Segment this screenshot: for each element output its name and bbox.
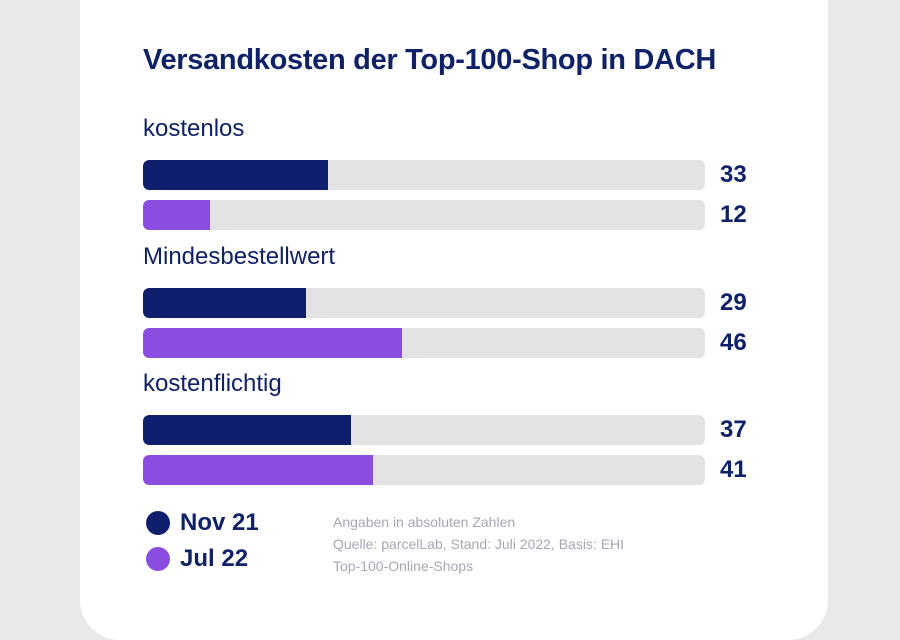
bar [143,415,351,445]
bar-value-label: 29 [720,289,747,316]
note-line: Quelle: parcelLab, Stand: Juli 2022, Bas… [333,536,625,552]
bar-value-label: 41 [720,456,747,483]
bar-value-label: 46 [720,329,747,356]
category-label: kostenlos [143,115,245,142]
category-label: kostenflichtig [143,370,282,397]
legend-label-nov21: Nov 21 [180,509,259,536]
legend-item-jul22: Jul 22 [146,545,248,573]
legend-swatch-nov21 [146,511,170,535]
chart-title: Versandkosten der Top-100-Shop in DACH [143,44,716,76]
bar-track [143,415,705,445]
bar-track [143,160,705,190]
note-line: Top-100-Online-Shops [333,558,474,574]
bar [143,328,402,358]
bar-track [143,288,705,318]
category-label: Mindesbestellwert [143,243,336,270]
bar [143,288,306,318]
legend-label-jul22: Jul 22 [180,545,249,572]
bar-track [143,328,705,358]
bar [143,160,329,190]
note-line: Angaben in absoluten Zahlen [333,514,516,530]
chart-card [80,0,828,640]
bar [143,455,374,485]
bar-value-label: 37 [720,416,747,443]
source-note: Angaben in absoluten Zahlen Quelle: parc… [333,511,633,577]
legend-swatch-jul22 [146,547,170,571]
bar-value-label: 33 [720,161,747,188]
bar-track [143,200,705,230]
bar [143,200,211,230]
legend-item-nov21: Nov 21 [146,509,259,537]
bar-value-label: 12 [720,201,747,228]
bar-track [143,455,705,485]
